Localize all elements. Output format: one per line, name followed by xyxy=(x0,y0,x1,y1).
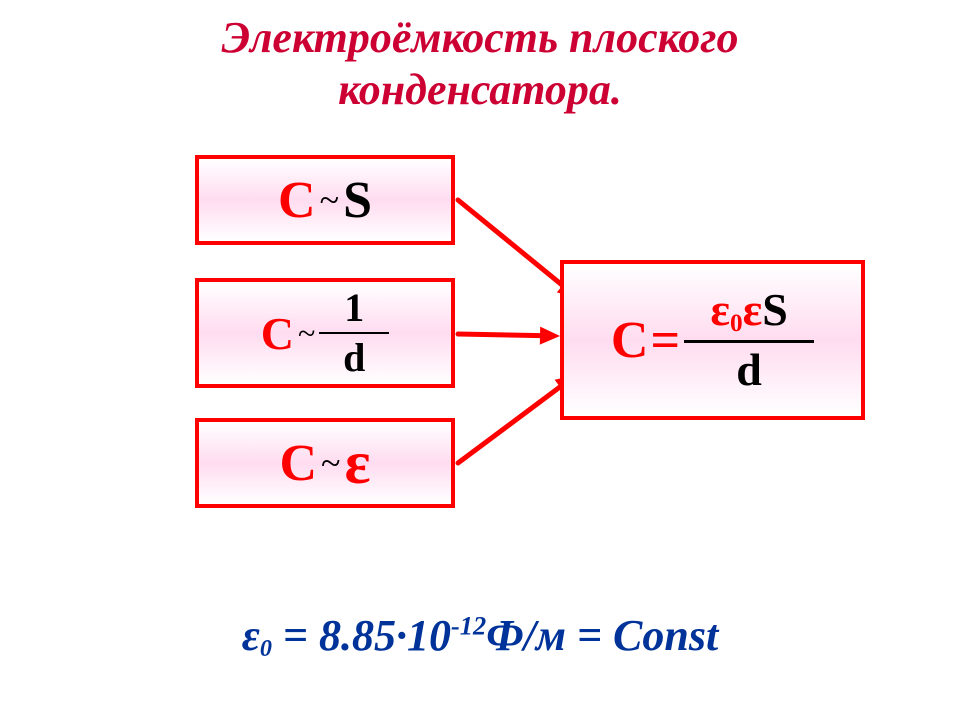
symbol-epsilon0: ε0 xyxy=(710,284,742,335)
symbol-C: С xyxy=(611,311,649,370)
title-line-1: Электроёмкость плоского xyxy=(222,13,739,62)
symbol-C: С xyxy=(278,171,316,230)
symbol-epsilon: ε xyxy=(743,284,763,335)
symbol-tilde: ~ xyxy=(321,442,340,484)
symbol-equals: = xyxy=(650,311,680,370)
denominator-d: d xyxy=(736,346,762,394)
symbol-epsilon: ε xyxy=(344,433,370,494)
footer-constant-equation: ε0 = 8.85·10-12Ф/м = Const xyxy=(0,610,960,663)
symbol-S: S xyxy=(343,171,372,230)
slide-canvas: Электроёмкость плоского конденсатора. С … xyxy=(0,0,960,720)
symbol-S: S xyxy=(762,284,788,335)
title-line-2: конденсатора. xyxy=(338,65,622,114)
result-box-capacitance: С = ε0εS d xyxy=(560,260,865,420)
fraction-bar xyxy=(319,332,389,334)
slide-title: Электроёмкость плоского конденсатора. xyxy=(0,12,960,116)
symbol-tilde: ~ xyxy=(320,179,339,221)
equals-value: = 8.85·10 xyxy=(272,611,451,660)
relation-box-inverse-d: С ~ 1 d xyxy=(195,278,455,388)
symbol-C: С xyxy=(279,434,317,493)
fraction-eps0-eps-S-over-d: ε0εS d xyxy=(684,286,814,394)
units-and-const: Ф/м = Const xyxy=(486,611,718,660)
exponent: -12 xyxy=(451,610,486,640)
symbol-epsilon0: ε0 xyxy=(242,611,272,660)
relation-box-area: С ~ S xyxy=(195,155,455,245)
numerator: ε0εS xyxy=(710,286,788,337)
symbol-tilde: ~ xyxy=(298,315,315,352)
relation-box-epsilon: С ~ ε xyxy=(195,418,455,508)
numerator-1: 1 xyxy=(344,287,364,329)
denominator-d: d xyxy=(343,337,365,379)
symbol-C: С xyxy=(261,307,294,360)
fraction-bar xyxy=(684,340,814,343)
fraction-1-over-d: 1 d xyxy=(319,287,389,379)
